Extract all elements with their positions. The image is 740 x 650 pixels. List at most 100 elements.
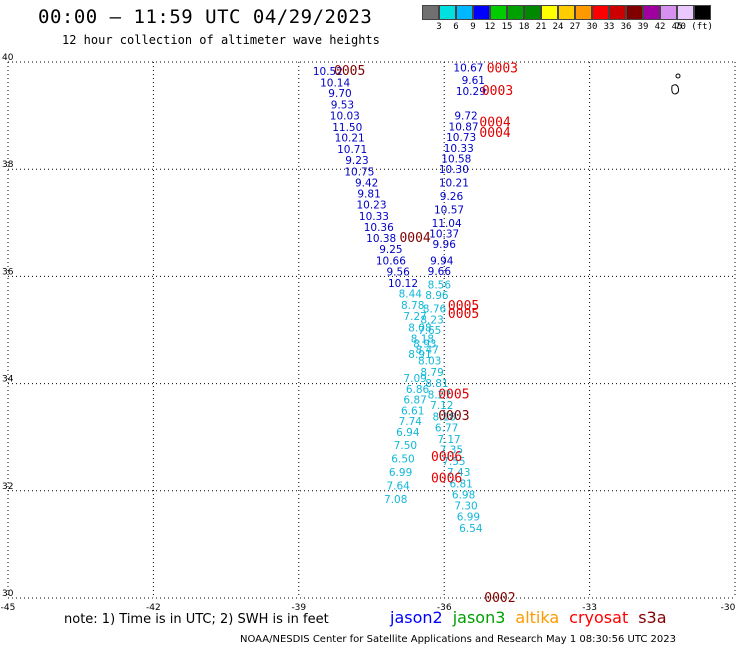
wave-height-label: 7.27 (403, 311, 426, 323)
pass-number-label: 0006 (431, 450, 462, 465)
lon-tick-label: -39 (291, 603, 306, 613)
lat-tick-label: 36 (2, 267, 14, 277)
wave-height-label: 10.58 (441, 153, 471, 165)
wave-height-label: 9.42 (355, 178, 378, 190)
axis-labels: 30 32 34 36 38 40 -45 -42 -39 -36 -33 -30 (1, 53, 736, 613)
wave-height-label: 10.29 (456, 86, 486, 98)
wave-height-label: 9.94 (430, 255, 454, 267)
scale-swatch (558, 5, 575, 20)
pass-number-label: 0005 (438, 387, 469, 402)
scale-label: 30 (586, 22, 598, 32)
wave-height-label: 10.67 (453, 62, 483, 74)
wave-height-label: 10.23 (356, 200, 386, 212)
wave-height-label: 6.99 (389, 467, 412, 479)
scale-swatch (626, 5, 643, 20)
wave-height-label: 7.64 (386, 480, 410, 492)
scale-label: 39 (637, 22, 649, 32)
wave-height-label: 8.27 (428, 389, 451, 401)
scale-swatch (524, 5, 541, 20)
wave-height-label: 7.50 (394, 440, 417, 452)
legend-entry-altika: altika (515, 608, 560, 627)
wave-height-label: 7.17 (437, 434, 460, 446)
wave-height-label: 8.96 (425, 290, 449, 302)
scale-swatch (439, 5, 456, 20)
scale-label: 27 (569, 22, 581, 32)
lon-tick-label: -36 (437, 603, 452, 613)
wave-height-label: 6.81 (449, 478, 472, 490)
scale-swatch (507, 5, 524, 20)
lat-tick-label: 32 (2, 482, 13, 492)
wave-height-label: 10.37 (429, 229, 459, 241)
scale-swatch (490, 5, 507, 20)
scale-label: 42 (654, 22, 666, 32)
wave-height-label: 8.76 (423, 304, 447, 316)
scale-swatch (694, 5, 711, 20)
scale-label: 33 (603, 22, 615, 32)
wave-height-label: 9.72 (454, 111, 477, 123)
scale-label: 3 (436, 22, 442, 32)
lat-tick-label: 40 (2, 53, 14, 63)
wave-height-label: 6.94 (396, 427, 420, 439)
wave-height-label: 7.30 (454, 500, 477, 512)
page-subtitle: 12 hour collection of altimeter wave hei… (62, 33, 380, 47)
wave-height-label: 8.03 (418, 356, 441, 368)
wave-height-label: 8.81 (425, 378, 448, 390)
footer-note: note: 1) Time is in UTC; 2) SWH is in fe… (64, 612, 329, 627)
scale-swatch (677, 5, 694, 20)
wave-height-label: 8.18 (433, 411, 456, 423)
wave-height-label: 8.78 (401, 300, 424, 312)
pass-number-label: 0003 (487, 61, 518, 76)
scale-label: 21 (535, 22, 547, 32)
wave-height-label: 10.21 (335, 133, 365, 145)
pass-number-label: 0005 (448, 299, 479, 314)
satellite-legend: jason2 jason3 altika cryosat s3a (390, 608, 677, 627)
lon-tick-label: -33 (582, 603, 597, 613)
scale-swatch (643, 5, 660, 20)
wave-height-label: 9.23 (345, 155, 368, 167)
wave-height-label: 6.77 (435, 423, 458, 435)
wave-height-label: 8.23 (420, 314, 443, 326)
wave-height-label: 7.55 (442, 456, 465, 468)
wave-height-label: 9.70 (328, 88, 351, 100)
scale-swatch (541, 5, 558, 20)
scale-label: 6 (453, 22, 459, 32)
scale-label: 18 (518, 22, 530, 32)
islet-marker (675, 73, 681, 79)
wave-height-label: 6.87 (403, 395, 426, 407)
footer-credit: NOAA/NESDIS Center for Satellite Applica… (240, 634, 676, 645)
wave-height-label: 8.18 (411, 334, 434, 346)
pass-number-label: 0004 (479, 116, 510, 131)
wave-height-label: 11.04 (432, 218, 462, 230)
wave-height-labels: 10.5210.149.709.5310.0311.5010.2110.719.… (313, 62, 486, 534)
wave-height-label: 10.33 (444, 143, 474, 155)
scale-swatch (592, 5, 609, 20)
scale-swatch (575, 5, 592, 20)
lat-tick-label: 34 (2, 375, 14, 385)
scale-label: 24 (552, 22, 564, 32)
wave-height-label: 6.86 (406, 384, 430, 396)
legend-entry-jason3: jason3 (452, 608, 506, 627)
lon-tick-label: -30 (721, 603, 736, 613)
wave-height-label: 10.33 (359, 211, 389, 223)
pass-number-label: 0005 (448, 307, 479, 322)
pass-number-label: 0004 (399, 231, 430, 246)
legend-entry-cryosat: cryosat (569, 608, 629, 627)
lat-tick-label: 38 (2, 160, 14, 170)
page-title: 00:00 – 11:59 UTC 04/29/2023 (38, 6, 373, 28)
wave-height-label: 10.73 (446, 132, 476, 144)
wave-height-label: 9.66 (428, 266, 452, 278)
wave-height-label: 10.87 (449, 121, 479, 133)
wave-height-label: 10.03 (330, 111, 360, 123)
wave-height-label: 8.08 (408, 322, 431, 334)
wave-height-label: 8.79 (420, 367, 443, 379)
scale-swatch (609, 5, 626, 20)
scale-swatch (422, 5, 439, 20)
pass-number-label: 0002 (484, 591, 515, 606)
wave-height-label: 10.36 (364, 222, 394, 234)
pass-number-label: 0003 (482, 84, 513, 99)
lon-tick-label: -42 (146, 603, 161, 613)
scale-label: 36 (620, 22, 632, 32)
wave-height-label: 6.99 (457, 512, 480, 524)
wave-height-label: 7.35 (440, 445, 463, 457)
wave-height-label: 9.25 (379, 244, 402, 256)
